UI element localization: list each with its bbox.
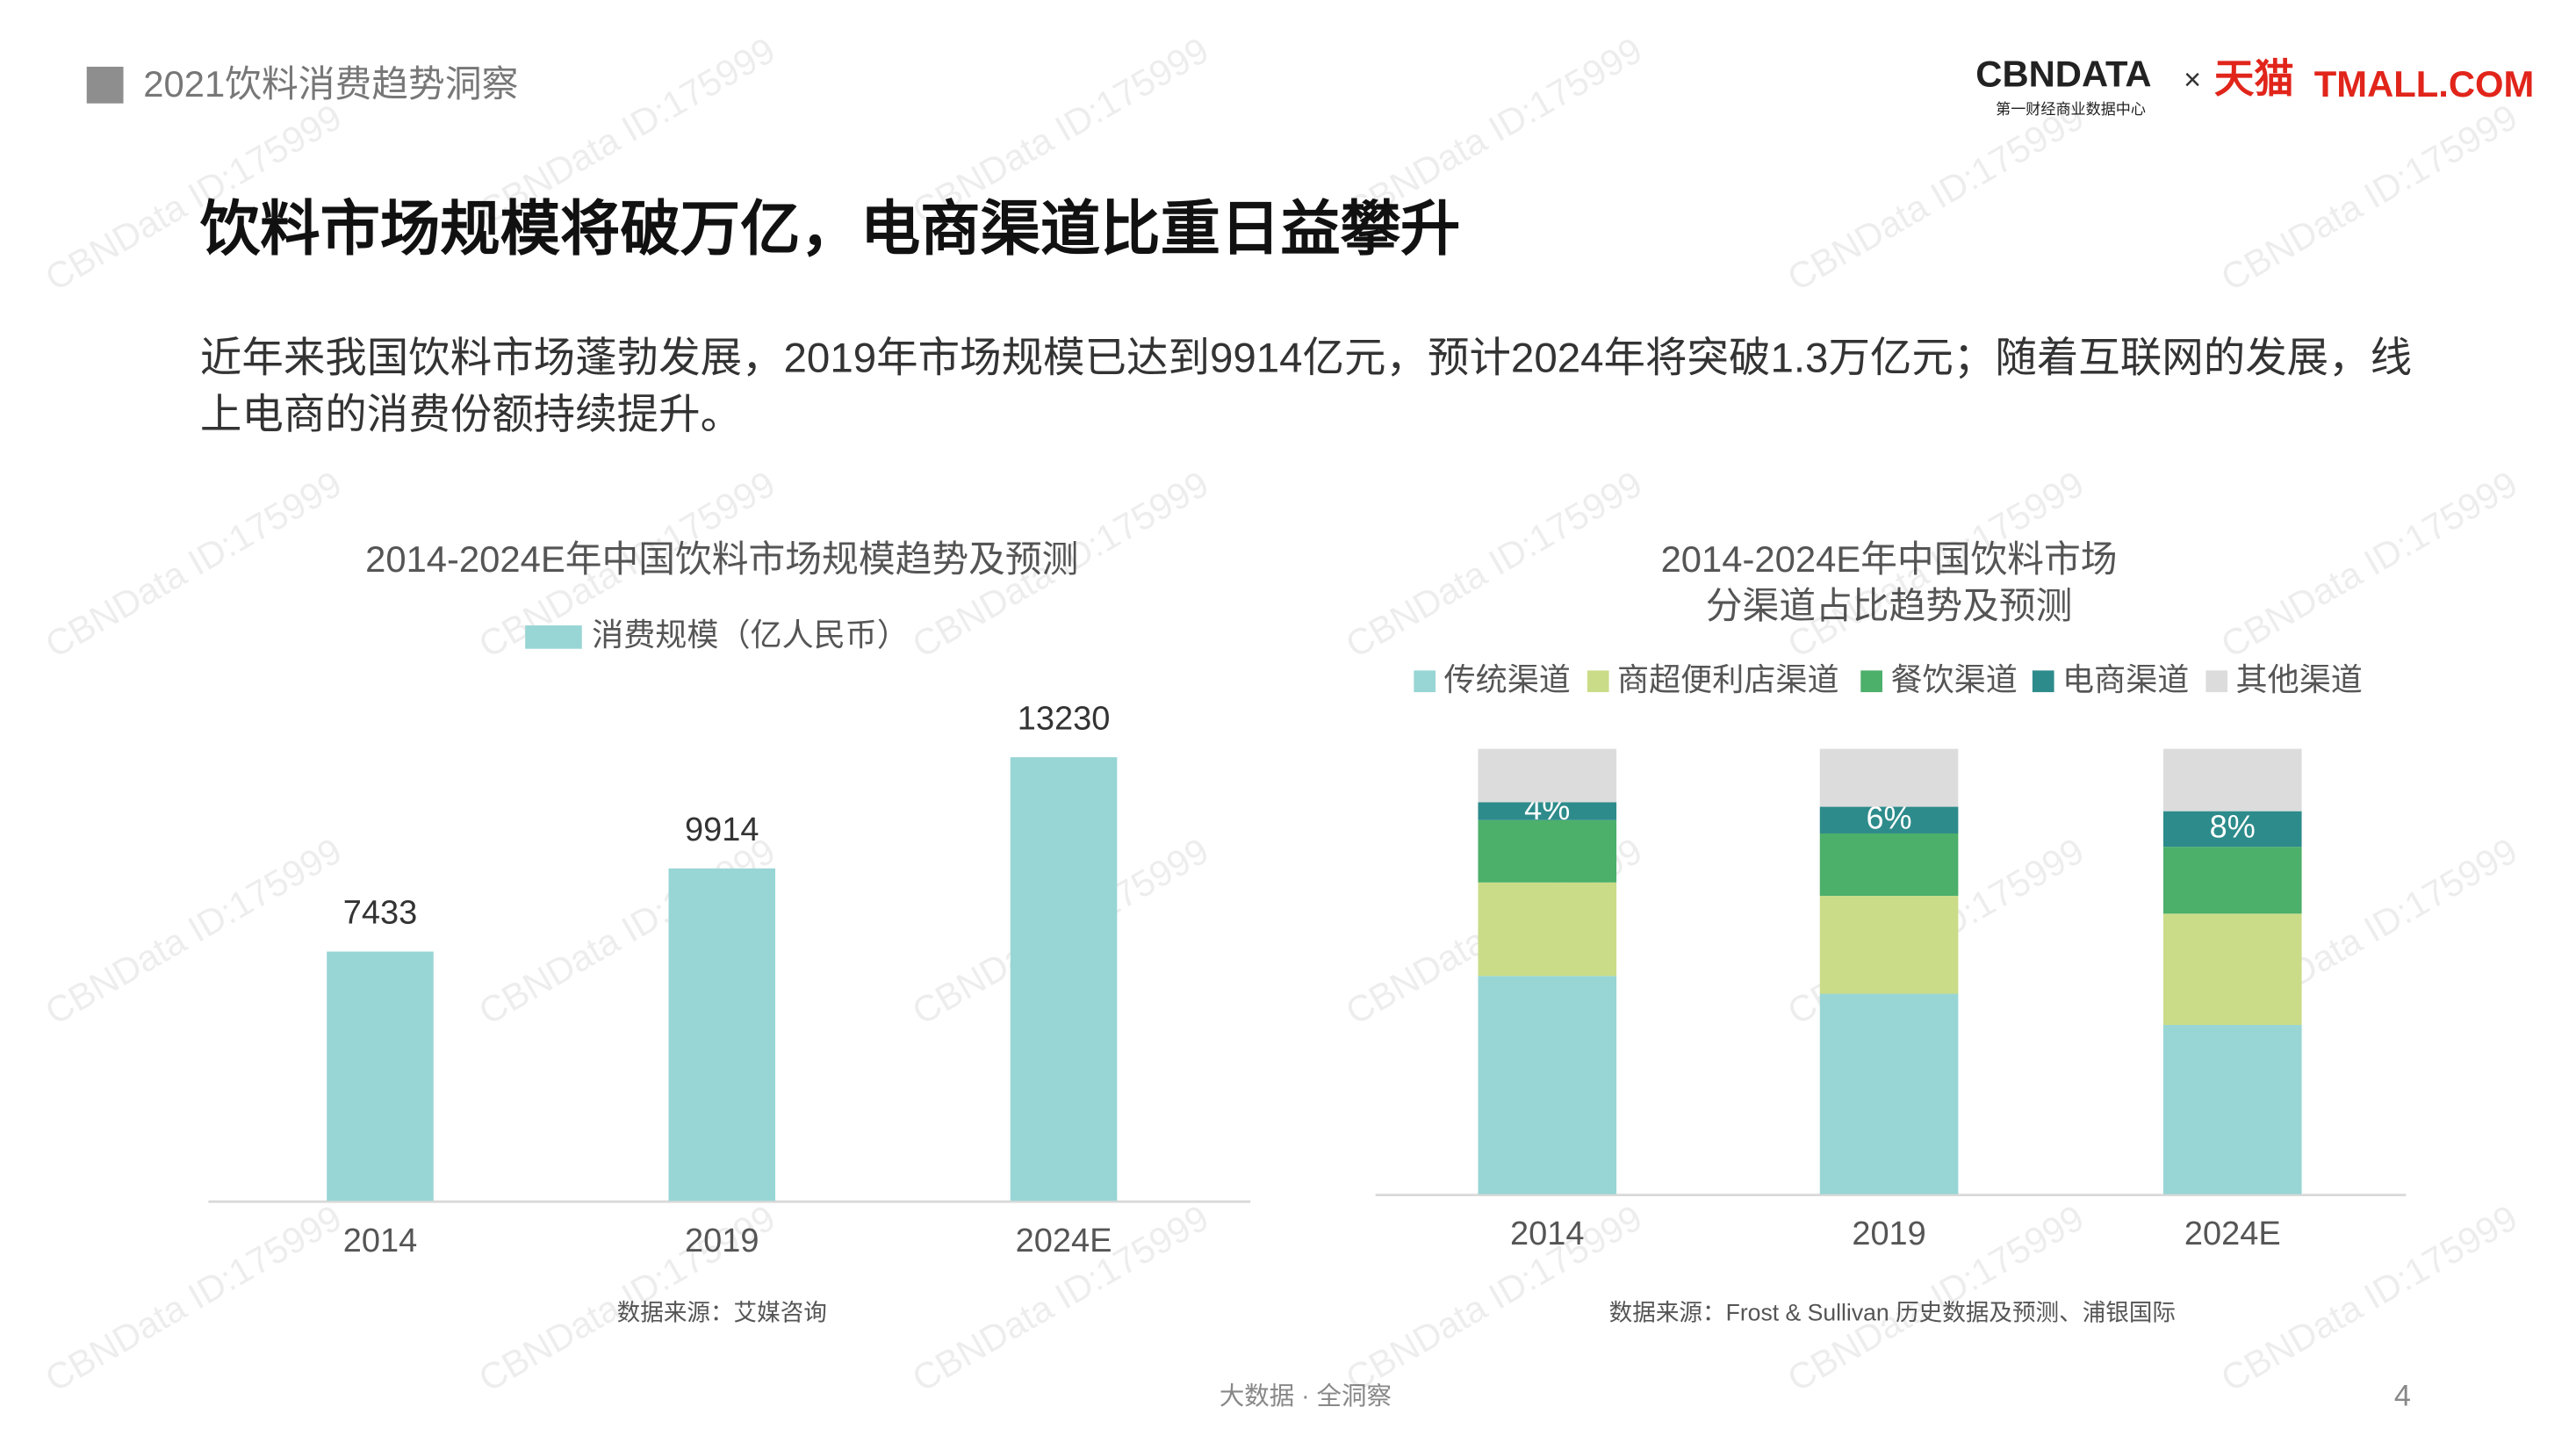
bar-segment — [1478, 748, 1617, 803]
bar-segment — [1819, 993, 1959, 1194]
x-tick-label: 2024E — [1016, 1223, 1112, 1259]
x-tick-label: 2024E — [2184, 1216, 2281, 1252]
page-number: 4 — [2394, 1379, 2411, 1412]
source: 数据来源：艾媒咨询 — [617, 1299, 827, 1325]
bar-segment — [1819, 833, 1959, 896]
bar-segment — [2162, 748, 2302, 812]
bar — [327, 951, 434, 1201]
section-marker — [86, 66, 124, 104]
page-title: 饮料市场规模将破万亿，电商渠道比重日益攀升 — [200, 196, 1461, 263]
watermark: CBNData ID:175999 — [38, 830, 348, 1033]
logo-main: CBNDATA — [1975, 53, 2151, 94]
x-tick-label: 2014 — [1510, 1216, 1584, 1252]
section-title: 2021饮料消费趋势洞察 — [143, 63, 518, 105]
legend-swatch — [1860, 670, 1882, 693]
legend-swatch — [1414, 670, 1436, 693]
legend-swatch — [525, 625, 582, 649]
legend-label: 商超便利店渠道 — [1617, 661, 1839, 697]
value-label: 13230 — [1018, 700, 1111, 737]
watermark: CBNData ID:175999 — [1339, 29, 1649, 232]
bar-segment — [1478, 802, 1617, 820]
logo-sub: 第一财经商业数据中心 — [1996, 101, 2146, 118]
x-tick-label: 2014 — [343, 1223, 417, 1259]
paragraph: 近年来我国饮料市场蓬勃发展，2019年市场规模已达到9914亿元，预计2024年… — [199, 335, 2413, 439]
bar-segment — [2162, 847, 2302, 914]
bar-segment — [2162, 811, 2302, 848]
bar-segment — [1819, 806, 1959, 833]
bar-segment — [1819, 748, 1959, 807]
bar-segment — [1478, 819, 1617, 883]
value-label: 7433 — [343, 895, 417, 932]
legend-label: 传统渠道 — [1444, 661, 1571, 697]
legend-label: 电商渠道 — [2062, 661, 2189, 697]
x-tick-label: 2019 — [1852, 1216, 1925, 1252]
bar-segment — [2162, 913, 2302, 1026]
legend-swatch — [2032, 670, 2054, 693]
x-tick-label: 2019 — [685, 1223, 759, 1259]
legend-swatch — [2205, 670, 2228, 693]
logo-tmall: 天猫 — [2214, 56, 2294, 101]
bar — [1010, 757, 1118, 1201]
bar-segment — [2162, 1025, 2302, 1194]
watermark: CBNData ID:175999 — [1339, 1196, 1649, 1399]
chart-title: 2014-2024E年中国饮料市场 — [1661, 538, 2118, 580]
legend-swatch — [1587, 670, 1609, 693]
watermark: CBNData ID:175999 — [1781, 96, 2090, 299]
footer-slogan: 大数据 · 全洞察 — [1220, 1382, 1392, 1411]
legend-label: 其他渠道 — [2236, 661, 2363, 697]
watermark: CBNData ID:175999 — [2214, 96, 2524, 299]
bar-segment — [1819, 895, 1959, 994]
chart-title: 2014-2024E年中国饮料市场规模趋势及预测 — [365, 538, 1078, 580]
watermark: CBNData ID:175999 — [38, 463, 348, 666]
logo-x: × — [2184, 63, 2201, 97]
watermark: CBNData ID:175999 — [2214, 463, 2524, 666]
watermark: CBNData ID:175999 — [1339, 463, 1649, 666]
value-label: 9914 — [685, 812, 759, 848]
value-label: 8% — [2210, 808, 2256, 844]
logo-tmall-en: TMALL.COM — [2314, 63, 2535, 105]
legend-label: 消费规模（亿人民币） — [592, 617, 909, 653]
chart-title: 分渠道占比趋势及预测 — [1706, 585, 2073, 626]
legend-label: 餐饮渠道 — [1890, 661, 2017, 697]
watermark: CBNData ID:175999 — [38, 1196, 348, 1399]
watermark: CBNData ID:175999 — [1781, 1196, 2090, 1399]
bar — [668, 868, 776, 1201]
bar-segment — [1478, 882, 1617, 977]
source: 数据来源：Frost & Sullivan 历史数据及预测、浦银国际 — [1609, 1299, 2176, 1325]
bar-segment — [1478, 976, 1617, 1194]
